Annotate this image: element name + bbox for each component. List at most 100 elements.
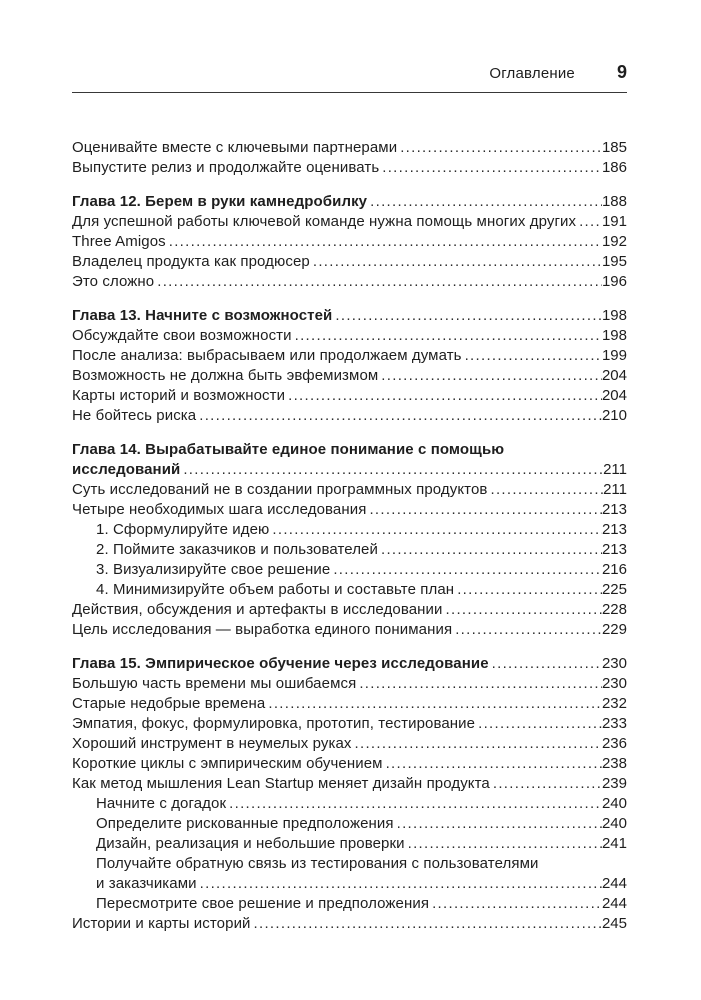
toc-entry-page: 240 [601, 815, 627, 832]
toc-entry: Истории и карты историй.................… [72, 914, 627, 934]
dot-leader: ........................................… [199, 407, 602, 424]
toc-entry-title: Четыре необходимых шага исследования [72, 501, 367, 518]
toc-entry-title: Глава 15. Эмпирическое обучение через ис… [72, 655, 489, 672]
dot-leader: ........................................… [464, 347, 602, 364]
toc-entry: Получайте обратную связь из тестирования… [72, 854, 627, 894]
toc-entry: После анализа: выбрасываем или продолжае… [72, 346, 627, 366]
dot-leader: ........................................… [579, 213, 602, 230]
dot-leader: ........................................… [335, 307, 602, 324]
toc-entry-page: 216 [601, 561, 627, 578]
toc-entry-title: и заказчиками [96, 875, 197, 892]
dot-leader: ........................................… [294, 327, 602, 344]
dot-leader: ........................................… [385, 755, 602, 772]
toc-entry: Владелец продукта как продюсер..........… [72, 252, 627, 272]
dot-leader: ........................................… [457, 581, 602, 598]
dot-leader: ........................................… [432, 895, 602, 912]
dot-leader: ........................................… [400, 139, 602, 156]
toc-entry-page: 229 [601, 621, 627, 638]
dot-leader: ........................................… [396, 815, 602, 832]
toc-entry: 2. Поймите заказчиков и пользователей...… [72, 540, 627, 560]
toc-entry: Three Amigos............................… [72, 232, 627, 252]
dot-leader: ........................................… [168, 233, 602, 250]
toc-entry-title: 2. Поймите заказчиков и пользователей [96, 541, 378, 558]
dot-leader: ........................................… [312, 253, 602, 270]
toc-entry-page: 196 [601, 273, 627, 290]
toc-entry-title: 3. Визуализируйте свое решение [96, 561, 331, 578]
toc-entry-title: исследований [72, 461, 181, 478]
dot-leader: ........................................… [381, 367, 602, 384]
toc-entry: Четыре необходимых шага исследования....… [72, 500, 627, 520]
toc-entry-title: После анализа: выбрасываем или продолжае… [72, 347, 462, 364]
toc-entry-title: Оценивайте вместе с ключевыми партнерами [72, 139, 398, 156]
toc-entry-chapter: Глава 14. Вырабатывайте единое понимание… [72, 440, 627, 480]
toc-entry-title: Большую часть времени мы ошибаемся [72, 675, 357, 692]
toc-entry-title: Эмпатия, фокус, формулировка, прототип, … [72, 715, 476, 732]
toc-entry-page: 191 [601, 213, 627, 230]
page-header: Оглавление 9 [72, 62, 627, 93]
toc-entry: Короткие циклы с эмпирическим обучением.… [72, 754, 627, 774]
toc-entry: Как метод мышления Lean Startup меняет д… [72, 774, 627, 794]
dot-leader: ........................................… [268, 695, 602, 712]
toc-entry-title: 4. Минимизируйте объем работы и составьт… [96, 581, 455, 598]
toc-entry: Эмпатия, фокус, формулировка, прототип, … [72, 714, 627, 734]
toc-entry: Оценивайте вместе с ключевыми партнерами… [72, 138, 627, 158]
toc-entry-page: 204 [601, 387, 627, 404]
toc-entry: Начните с догадок.......................… [72, 794, 627, 814]
toc-entry: Обсуждайте свои возможности.............… [72, 326, 627, 346]
toc-entry: 4. Минимизируйте объем работы и составьт… [72, 580, 627, 600]
dot-leader: ........................................… [369, 501, 602, 518]
toc-entry-page: 245 [601, 915, 627, 932]
toc-entry-title: Three Amigos [72, 233, 166, 250]
toc-entry-title: Возможность не должна быть эвфемизмом [72, 367, 379, 384]
dot-leader: ........................................… [253, 915, 602, 932]
dot-leader: ........................................… [229, 795, 602, 812]
toc-entry-title: Старые недобрые времена [72, 695, 266, 712]
toc-entry-page: 188 [601, 193, 627, 210]
toc-entry-page: 199 [601, 347, 627, 364]
dot-leader: ........................................… [333, 561, 602, 578]
toc-entry-page: 238 [601, 755, 627, 772]
toc-entry-page: 233 [601, 715, 627, 732]
toc-entry-page: 236 [601, 735, 627, 752]
toc-entry-chapter: Глава 12. Берем в руки камнедробилку....… [72, 192, 627, 212]
toc-entry-title: Действия, обсуждения и артефакты в иссле… [72, 601, 443, 618]
toc-entry: Это сложно..............................… [72, 272, 627, 292]
toc-entry-page: 213 [601, 501, 627, 518]
toc-entry-page: 211 [603, 461, 627, 478]
toc-entry-title: Пересмотрите свое решение и предположени… [96, 895, 430, 912]
toc-entry-page: 225 [601, 581, 627, 598]
dot-leader: ........................................… [382, 159, 602, 176]
dot-leader: ........................................… [445, 601, 602, 618]
toc-entry-page: 186 [601, 159, 627, 176]
toc-entry: Для успешной работы ключевой команде нуж… [72, 212, 627, 232]
toc-entry-page: 230 [601, 655, 627, 672]
toc-entry-chapter: Глава 15. Эмпирическое обучение через ис… [72, 654, 627, 674]
toc-entry-title: Не бойтесь риска [72, 407, 197, 424]
toc-entry: Старые недобрые времена.................… [72, 694, 627, 714]
toc-entry-title: Обсуждайте свои возможности [72, 327, 292, 344]
toc-entry: Пересмотрите свое решение и предположени… [72, 894, 627, 914]
dot-leader: ........................................… [288, 387, 602, 404]
toc-entry: Возможность не должна быть эвфемизмом...… [72, 366, 627, 386]
toc-entry-title: Как метод мышления Lean Startup меняет д… [72, 775, 490, 792]
toc-entry-page: 239 [601, 775, 627, 792]
toc-entry-title: Глава 13. Начните с возможностей [72, 307, 333, 324]
toc-entry-title: Определите рискованные предположения [96, 815, 394, 832]
dot-leader: ........................................… [354, 735, 602, 752]
toc-entry-title: Карты историй и возможности [72, 387, 286, 404]
toc-entry-page: 210 [601, 407, 627, 424]
dot-leader: ........................................… [359, 675, 602, 692]
toc-entry: Дизайн, реализация и небольшие проверки.… [72, 834, 627, 854]
toc-entry-title: Владелец продукта как продюсер [72, 253, 310, 270]
toc-entry-title: Цель исследования — выработка единого по… [72, 621, 453, 638]
toc-entry: 3. Визуализируйте свое решение..........… [72, 560, 627, 580]
toc-entry-page: 204 [601, 367, 627, 384]
dot-leader: ........................................… [272, 521, 602, 538]
page-number: 9 [616, 62, 627, 82]
toc-entry-page: 198 [601, 307, 627, 324]
dot-leader: ........................................… [407, 835, 602, 852]
toc-entry: Суть исследований не в создании программ… [72, 480, 627, 500]
toc-entry-page: 232 [601, 695, 627, 712]
toc-entry-title: 1. Сформулируйте идею [96, 521, 270, 538]
